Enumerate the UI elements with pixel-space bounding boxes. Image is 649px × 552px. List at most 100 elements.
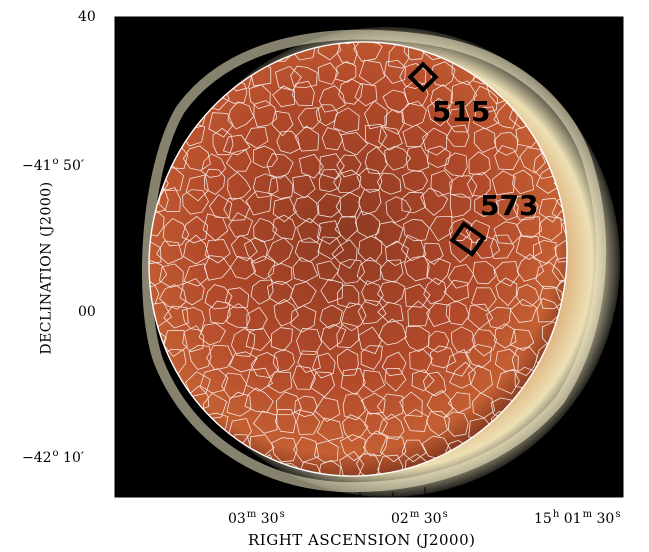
y-tick-label: 40 — [78, 9, 96, 25]
tessellation-cell — [296, 217, 322, 243]
tessellation-cell — [445, 300, 470, 326]
tessellation-cell — [298, 153, 324, 179]
tessellation-cell — [319, 304, 343, 329]
tessellation-cell — [450, 326, 476, 354]
tessellation-cell — [379, 436, 407, 463]
tessellation-cell — [485, 306, 512, 330]
tessellation-cell — [270, 327, 293, 352]
tessellation-cell — [333, 107, 360, 133]
x-tick-m: 03 — [228, 511, 246, 527]
tessellation-cell — [198, 322, 227, 346]
tessellation-cell — [309, 371, 336, 398]
tessellation-cell — [446, 124, 470, 147]
y-tick-min: 10 — [63, 450, 81, 466]
tessellation-cell — [183, 263, 209, 287]
tessellation-cell — [354, 210, 381, 239]
remnant-rim — [141, 29, 607, 493]
tessellation-cell — [290, 65, 318, 89]
tessellation-cell — [496, 368, 520, 395]
tessellation-cell — [491, 170, 516, 196]
tessellation-cell — [363, 430, 389, 457]
tessellation-cell — [185, 174, 209, 202]
tessellation-cell — [384, 145, 412, 171]
tessellation-cell — [532, 239, 557, 264]
tessellation-cell — [404, 255, 430, 282]
tessellation-cell — [474, 235, 500, 259]
tessellation-cell — [268, 174, 294, 199]
tessellation-cell — [364, 123, 388, 149]
tessellation-cell — [427, 145, 451, 168]
x-tick-m: 01 — [563, 511, 582, 527]
tessellation-cell — [357, 235, 383, 262]
tessellation-cell — [473, 106, 500, 130]
tessellation-cell — [245, 367, 274, 392]
y-tick-deg: −41 — [22, 158, 52, 174]
tessellation-cell — [495, 277, 518, 307]
tessellation-cell — [271, 110, 294, 137]
tessellation-cell — [385, 196, 412, 224]
tessellation-cell — [334, 60, 357, 83]
remnant-image: 515 573 — [115, 17, 620, 497]
tessellation-cell — [292, 436, 320, 463]
tessellation-cell — [331, 239, 358, 269]
tessellation-cell — [317, 193, 342, 218]
tessellation-cell — [208, 300, 231, 325]
tessellation-cell — [407, 300, 431, 327]
y-tick-label: 00 — [78, 304, 96, 320]
tessellation-cell — [468, 364, 493, 394]
tessellation-cell — [519, 147, 546, 174]
tessellation-cell — [404, 283, 431, 308]
tessellation-cell — [450, 80, 478, 107]
x-tick-h: 15 — [534, 511, 552, 527]
tessellation-cell — [201, 153, 227, 178]
tessellation-cell — [208, 112, 234, 138]
tessellation-cell — [468, 151, 491, 176]
tessellation-cell — [158, 187, 181, 213]
tessellation-cell — [470, 287, 497, 312]
tessellation-cell — [494, 145, 520, 171]
tessellation-cell — [209, 194, 233, 219]
tessellation-cell — [381, 351, 407, 377]
tessellation-cell — [471, 329, 498, 357]
tessellation-cell — [336, 348, 359, 377]
tessellation-cell — [420, 187, 449, 216]
tessellation-cell — [272, 196, 297, 223]
tessellation-cell — [405, 145, 430, 172]
tessellation-cell — [316, 260, 340, 282]
tessellation-cell — [447, 392, 471, 414]
tessellation-cell — [423, 242, 444, 266]
tessellation-cell — [361, 280, 384, 307]
tessellation-cell — [267, 371, 293, 394]
tessellation-cell — [162, 218, 190, 247]
tessellation-cell — [423, 277, 447, 305]
tessellation-cell — [376, 172, 402, 195]
tessellation-cell — [497, 196, 519, 221]
tessellation-cell — [364, 146, 388, 175]
tessellation-cell — [384, 109, 405, 135]
tessellation-cell — [358, 59, 386, 86]
tessellation-cell — [430, 84, 453, 112]
tessellation-cell — [449, 361, 477, 389]
tessellation-cell — [321, 127, 344, 151]
tessellation-cell — [252, 410, 278, 434]
tessellation-cell — [422, 127, 448, 156]
plot-frame — [114, 16, 624, 498]
tessellation-cell — [292, 365, 316, 390]
tessellation-cell — [272, 85, 296, 108]
x-tick-label: 02m 30s — [391, 509, 448, 527]
tessellation-cell — [401, 439, 427, 463]
y-tick-label: −42o 10′ — [22, 448, 85, 466]
tessellation-cell — [401, 170, 429, 193]
tessellation-cell — [337, 259, 366, 284]
x-axis-title: RIGHT ASCENSION (J2000) — [248, 531, 476, 549]
y-axis-title: DECLINATION (J2000) — [38, 181, 55, 355]
tessellation-cell — [378, 318, 407, 346]
region-515-marker — [407, 61, 439, 93]
tessellation-cell — [443, 411, 469, 437]
tessellation-cell — [318, 85, 346, 113]
tessellation-cell — [382, 89, 410, 114]
tessellation-cell — [245, 327, 272, 351]
tessellation-cell — [227, 171, 252, 201]
tessellation-cell — [538, 215, 563, 241]
tessellation-cell — [202, 392, 228, 420]
